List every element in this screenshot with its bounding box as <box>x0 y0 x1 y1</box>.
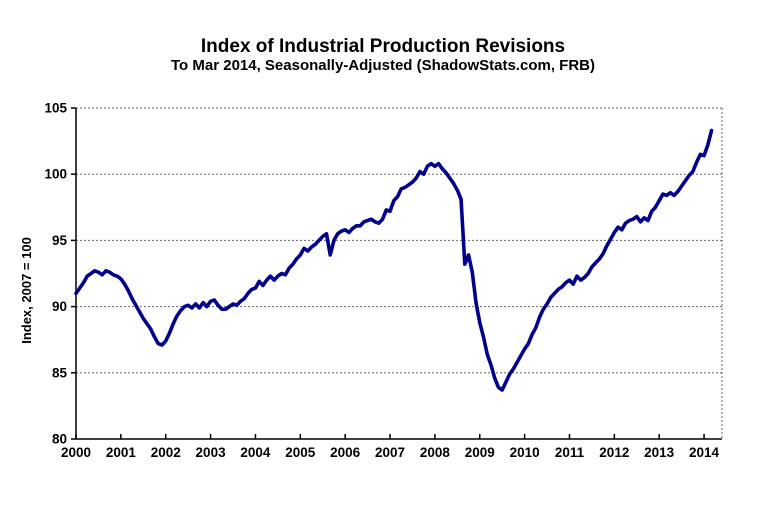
x-tick-label: 2001 <box>106 445 137 460</box>
y-tick-label: 90 <box>52 299 67 314</box>
x-tick-label: 2008 <box>420 445 451 460</box>
chart-header: Index of Industrial Production Revisions… <box>0 36 766 75</box>
y-tick-label: 100 <box>44 167 67 182</box>
x-tick-label: 2006 <box>330 445 361 460</box>
y-tick-label: 95 <box>52 233 68 248</box>
x-tick-label: 2005 <box>285 445 316 460</box>
y-tick-label: 80 <box>52 432 67 447</box>
data-line <box>74 128 714 392</box>
x-tick-label: 2003 <box>196 445 227 460</box>
x-tick-label: 2002 <box>151 445 181 460</box>
chart-title: Index of Industrial Production Revisions <box>200 36 566 57</box>
x-tick-label: 2011 <box>555 445 585 460</box>
x-tick-label: 2012 <box>599 445 629 460</box>
x-tick-label: 2013 <box>644 445 675 460</box>
y-axis-title: Index, 2007 = 100 <box>19 237 34 344</box>
x-tick-label: 2007 <box>375 445 405 460</box>
y-tick-label: 105 <box>44 101 67 116</box>
x-tick-label: 2000 <box>61 445 91 460</box>
x-tick-label: 2009 <box>465 445 495 460</box>
x-tick-label: 2004 <box>240 445 271 460</box>
y-tick-label: 85 <box>52 365 68 380</box>
x-tick-label: 2014 <box>689 445 720 460</box>
x-tick-label: 2010 <box>510 445 540 460</box>
chart-subtitle: To Mar 2014, Seasonally-Adjusted (Shadow… <box>171 57 595 74</box>
